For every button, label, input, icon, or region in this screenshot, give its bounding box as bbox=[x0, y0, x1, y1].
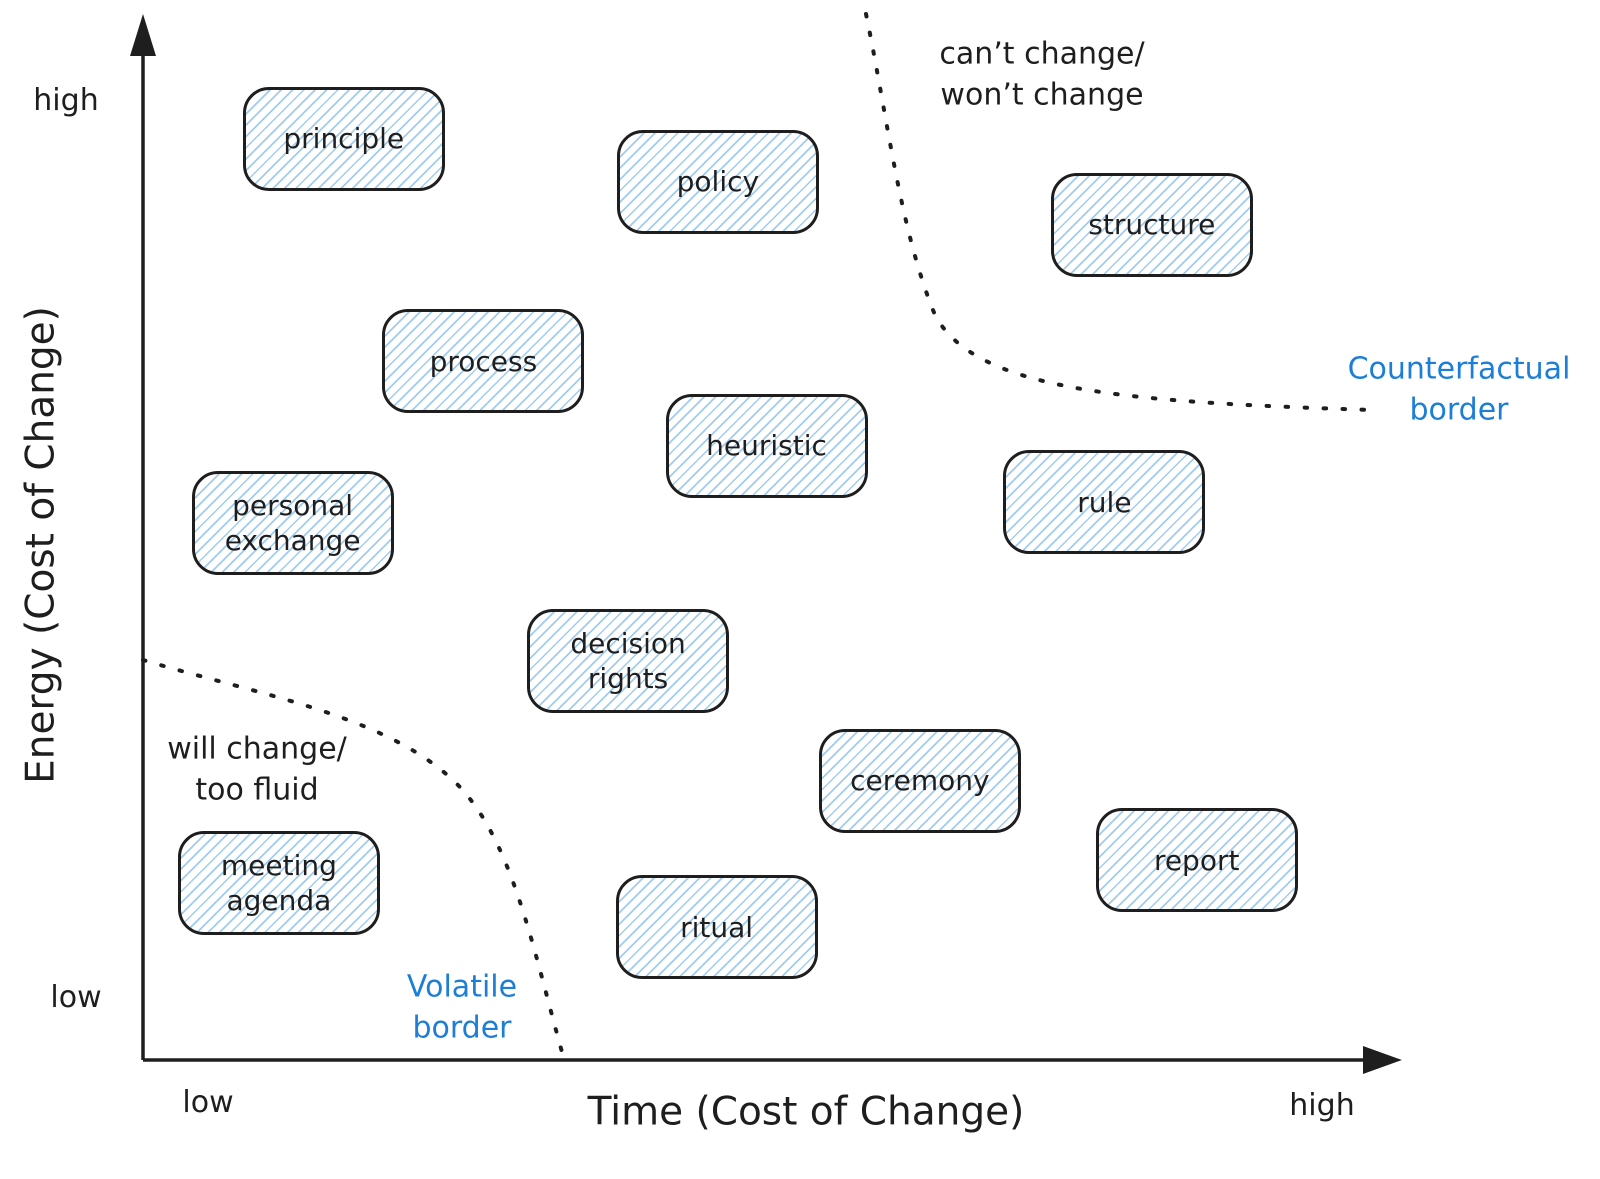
node-principle: principle bbox=[242, 86, 445, 191]
node-report: report bbox=[1095, 808, 1298, 913]
node-personal-exchange: personal exchange bbox=[191, 471, 394, 576]
node-ritual: ritual bbox=[615, 875, 818, 980]
x-axis-arrowhead-icon bbox=[1363, 1046, 1402, 1074]
node-ceremony: ceremony bbox=[818, 728, 1021, 833]
y-axis-arrowhead-icon bbox=[130, 14, 156, 56]
node-policy: policy bbox=[616, 129, 819, 234]
y-axis-low-label: low bbox=[50, 979, 102, 1015]
x-axis-low-label: low bbox=[182, 1084, 234, 1120]
counterfactual-border-label: Counterfactual border bbox=[1347, 351, 1571, 428]
node-rule: rule bbox=[1003, 450, 1206, 555]
node-process: process bbox=[382, 309, 585, 414]
node-meeting-agenda: meeting agenda bbox=[177, 830, 380, 935]
y-axis-high-label: high bbox=[33, 82, 99, 118]
volatile-border-curve bbox=[141, 658, 564, 1054]
y-axis-title: Energy (Cost of Change) bbox=[18, 306, 64, 784]
annotation-cant-change: can’t change/ won’t change bbox=[939, 36, 1145, 113]
counterfactual-border-curve bbox=[864, 12, 1375, 412]
volatile-border-label: Volatile border bbox=[406, 969, 518, 1046]
annotation-will-change: will change/ too fluid bbox=[167, 731, 347, 808]
x-axis-high-label: high bbox=[1289, 1087, 1355, 1123]
node-heuristic: heuristic bbox=[665, 393, 868, 498]
node-decision-rights: decision rights bbox=[527, 609, 730, 714]
x-axis-title: Time (Cost of Change) bbox=[587, 1089, 1025, 1135]
node-structure: structure bbox=[1050, 172, 1253, 277]
